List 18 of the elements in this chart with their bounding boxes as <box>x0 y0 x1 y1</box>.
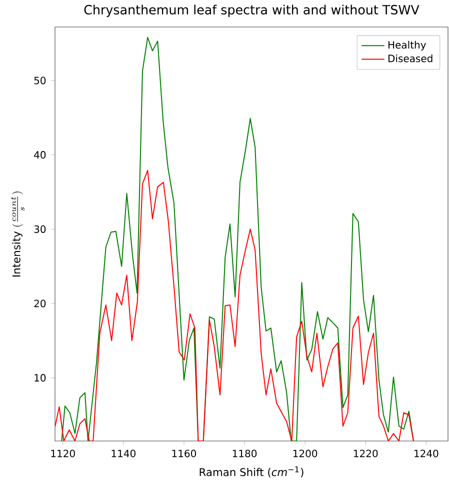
y-tick-label: 30 <box>34 225 46 233</box>
x-tick-label: 1240 <box>414 450 438 458</box>
x-tick-label: 1200 <box>293 450 318 458</box>
y-axis-title: $\mathrm{Intensity}\ (\frac{count}{s})$ <box>10 192 24 276</box>
y-tick-label: 50 <box>34 76 46 84</box>
y-tick-label: 10 <box>34 374 46 382</box>
x-tick-label: 1220 <box>354 450 378 458</box>
x-tick-label: 1120 <box>51 450 75 458</box>
chart-title: Chrysanthemum leaf spectra with and without TSWV <box>84 4 420 17</box>
line-series <box>55 170 414 441</box>
legend-label: Diseased <box>388 54 432 62</box>
x-tick-label: 1140 <box>112 450 136 458</box>
x-tick-label: 1160 <box>172 450 196 458</box>
x-tick-label: 1180 <box>232 450 257 458</box>
legend-label: Healthy <box>388 40 426 51</box>
y-tick-label: 40 <box>34 151 46 159</box>
x-axis-title: Raman Shift (cm$^{−1}$) <box>200 466 304 478</box>
y-tick-label: 20 <box>34 300 46 308</box>
